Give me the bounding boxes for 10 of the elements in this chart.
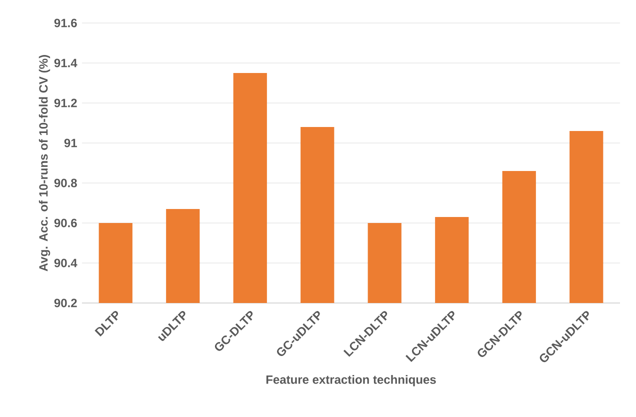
y-tick-label: 90.2 <box>54 298 77 308</box>
y-tick-label: 91.4 <box>54 58 78 68</box>
y-tick-label: 90.8 <box>54 178 77 188</box>
y-tick-label: 90.6 <box>54 218 77 228</box>
y-tick-label: 90.4 <box>54 258 78 268</box>
y-tick-label: 91 <box>64 138 77 148</box>
x-axis-title: Feature extraction techniques <box>266 375 436 386</box>
y-axis-title: Avg. Acc. of 10-runs of 10-fold CV (%) <box>38 55 50 272</box>
y-tick-label: 91.6 <box>54 18 77 28</box>
y-tick-label: 91.2 <box>54 98 77 108</box>
